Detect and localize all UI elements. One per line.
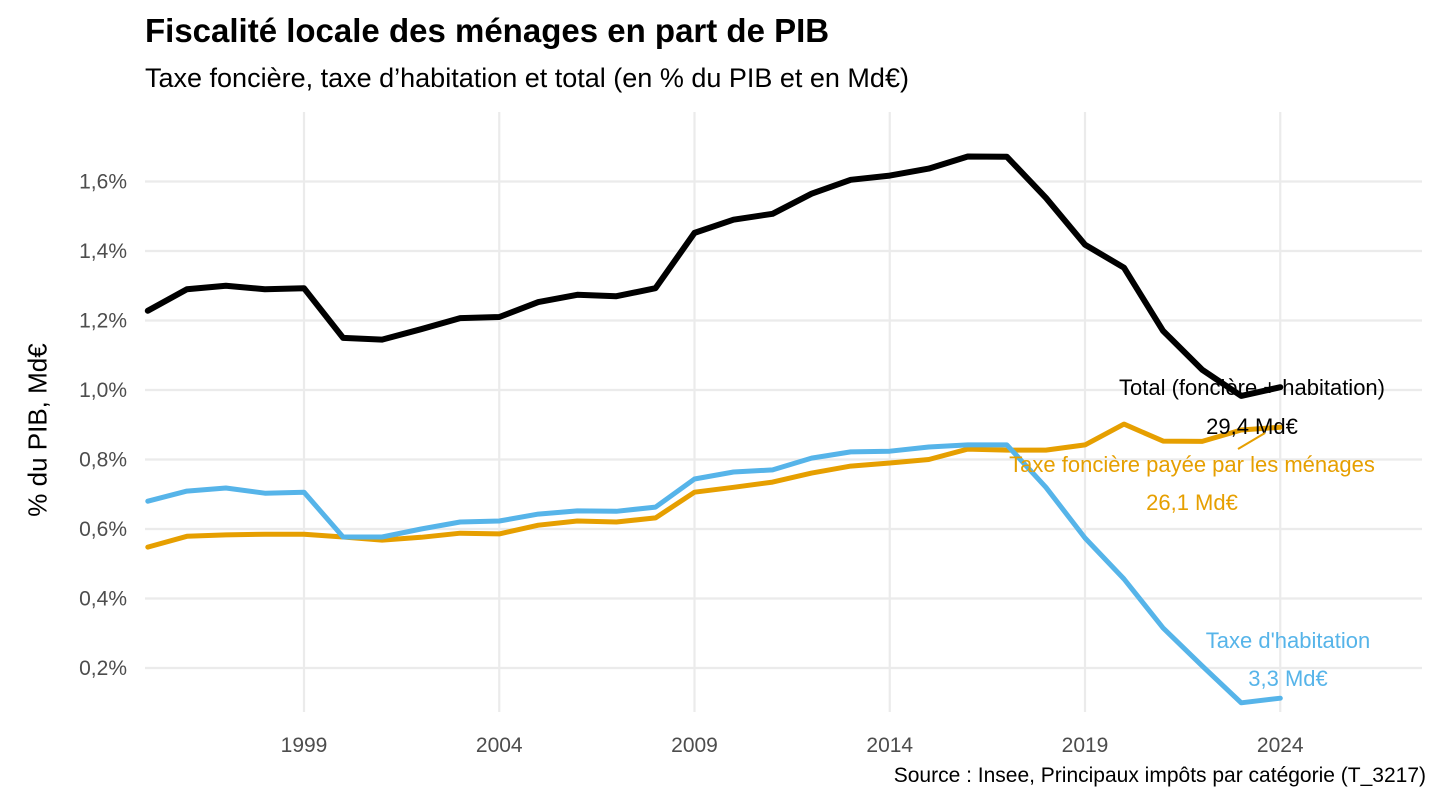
x-tick-label: 2019 (1062, 734, 1109, 757)
x-tick-label: 2014 (866, 734, 913, 757)
y-tick-label: 0,2% (79, 657, 127, 680)
series-label: Taxe foncière payée par les ménages (1009, 452, 1375, 477)
series-annotations: Total (foncière + habitation) 29,4 Md€ Tax… (1009, 375, 1385, 691)
chart-caption: Source : Insee, Principaux impôts par ca… (893, 764, 1426, 787)
y-tick-label: 0,8% (79, 449, 127, 472)
series-line-1 (145, 421, 1283, 550)
series-end-value-label: 29,4 Md€ (1206, 414, 1298, 439)
annotation-leader (1237, 432, 1266, 450)
series-end-value-label: 26,1 Md€ (1146, 490, 1238, 515)
series-label: Taxe d'habitation (1206, 628, 1370, 653)
chart-title: Fiscalité locale des ménages en part de … (145, 12, 830, 49)
axis-ticks: 1999 2004 2009 2014 2019 2024 0,2% 0,4% 0,6% 0,8%… (79, 171, 1304, 758)
gridlines (145, 112, 1422, 712)
x-tick-label: 2004 (476, 734, 523, 757)
y-tick-label: 1,0% (79, 379, 127, 402)
series-end-value-label: 3,3 Md€ (1248, 666, 1328, 691)
y-tick-label: 0,4% (79, 588, 127, 611)
y-tick-label: 0,6% (79, 518, 127, 541)
series-label: Total (foncière + habitation) (1119, 375, 1385, 400)
x-tick-label: 2009 (671, 734, 718, 757)
series-lines (144, 153, 1284, 706)
y-tick-label: 1,6% (79, 171, 127, 194)
chart-subtitle: Taxe foncière, taxe d’habitation et tota… (145, 63, 909, 93)
series-line-2 (145, 442, 1283, 706)
x-tick-label: 2024 (1257, 734, 1304, 757)
series-line-0 (144, 153, 1284, 399)
y-tick-label: 1,4% (79, 240, 127, 263)
x-tick-label: 1999 (281, 734, 328, 757)
y-tick-label: 1,2% (79, 310, 127, 333)
